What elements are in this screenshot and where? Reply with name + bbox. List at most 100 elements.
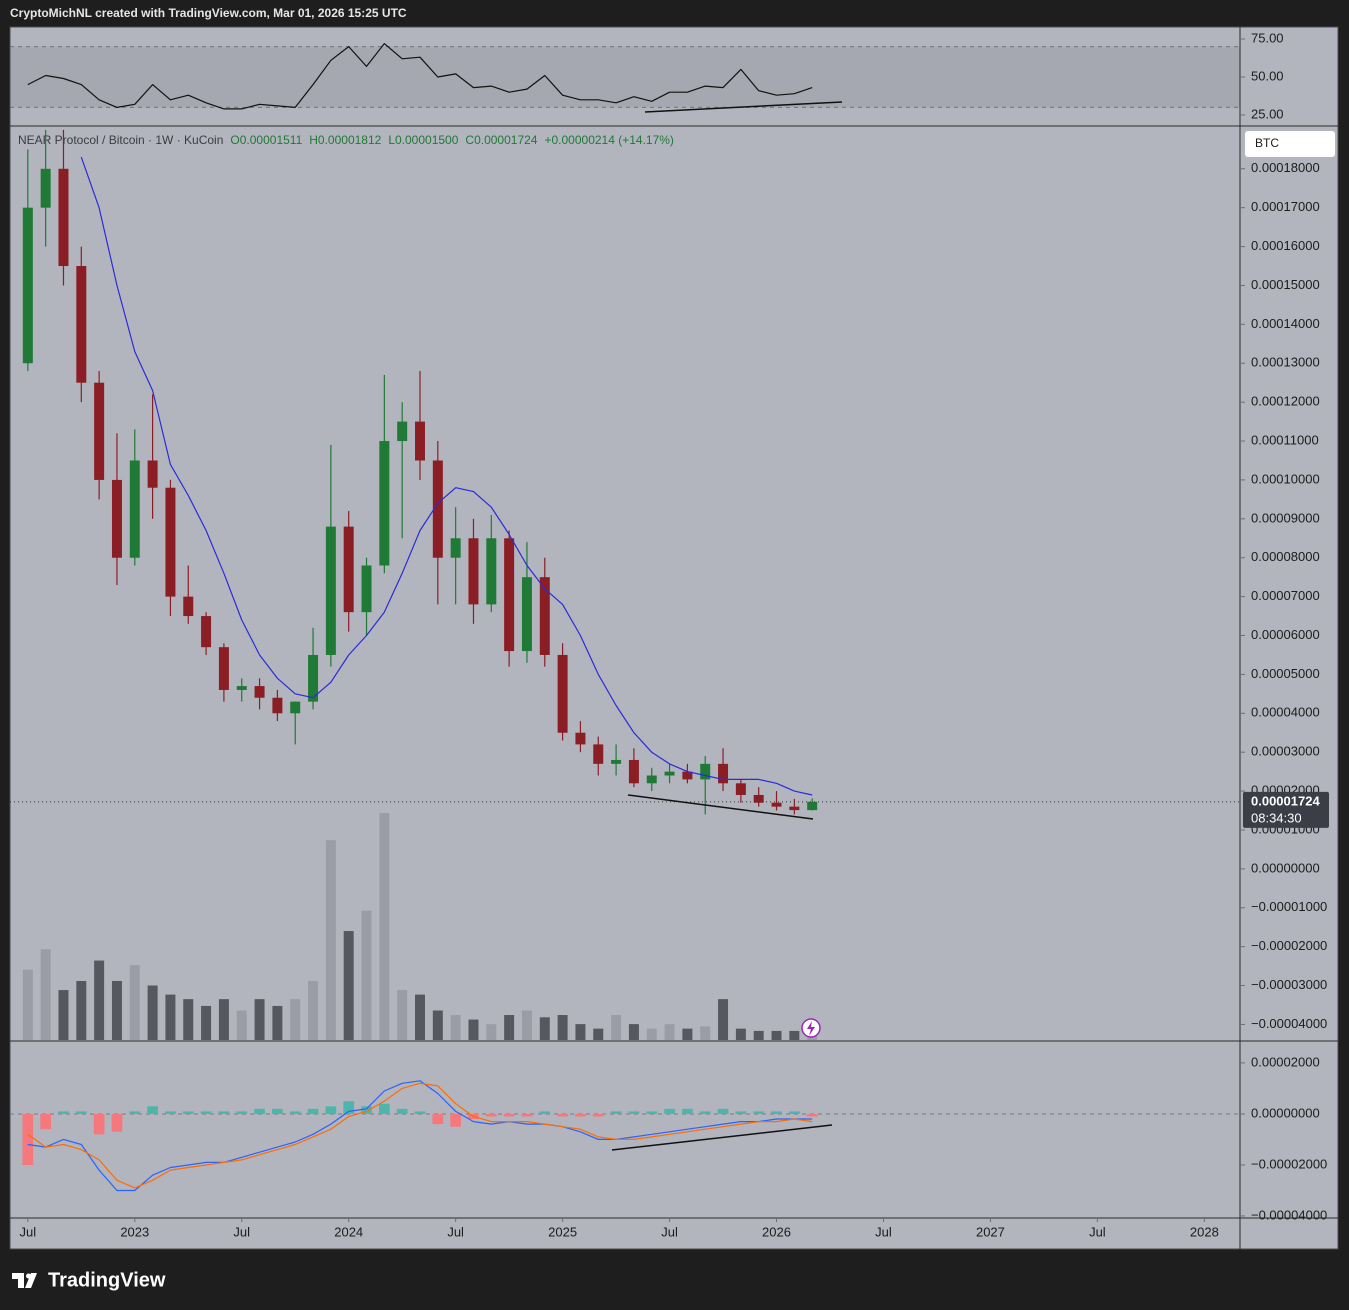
histogram-bar — [664, 1108, 675, 1114]
y-tick-label: 0.00008000 — [1251, 549, 1320, 564]
histogram-bar — [200, 1111, 212, 1114]
candle-body — [539, 577, 550, 655]
histogram-bar — [646, 1111, 658, 1114]
candle-body — [22, 207, 33, 364]
histogram-bar — [628, 1111, 640, 1114]
histogram-bar — [325, 1106, 337, 1114]
histogram-bar — [450, 1113, 461, 1127]
currency-label: BTC — [1255, 136, 1279, 150]
y-tick-label: 0.00011000 — [1251, 432, 1319, 447]
volume-bar — [361, 910, 372, 1040]
y-tick-label: 0.00007000 — [1251, 588, 1320, 603]
volume-bar — [450, 1015, 461, 1040]
volume-bar — [308, 980, 319, 1040]
histogram-bar — [379, 1103, 390, 1114]
volume-bar — [521, 1010, 532, 1040]
x-tick-label: 2028 — [1190, 1224, 1219, 1239]
histogram-bar — [557, 1113, 568, 1117]
y-tick-label: 0.00015000 — [1251, 277, 1320, 292]
y-tick-label: 25.00 — [1251, 106, 1284, 121]
candle-body — [236, 686, 247, 690]
macd-line — [27, 1080, 813, 1192]
volume-bar — [415, 994, 425, 1040]
x-tick-label: 2026 — [762, 1224, 791, 1239]
histogram-bar — [307, 1108, 319, 1114]
volume-bar — [111, 980, 122, 1040]
histogram-bar — [58, 1111, 69, 1114]
rsi-trendline — [644, 101, 843, 113]
legend-title: NEAR Protocol / Bitcoin · 1W · KuCoin — [18, 133, 223, 147]
volume-bar — [147, 985, 158, 1040]
y-tick-label: 0.00002000 — [1251, 1054, 1320, 1069]
histogram-bar — [503, 1113, 515, 1117]
histogram-bar — [682, 1108, 693, 1114]
histogram-bar — [343, 1101, 355, 1114]
y-tick-label: 0.00000000 — [1251, 860, 1320, 875]
candle-body — [718, 763, 729, 784]
histogram-bar — [432, 1113, 444, 1125]
histogram-bar — [165, 1111, 176, 1114]
brand-logo-dot — [26, 1273, 31, 1279]
histogram-bar — [771, 1111, 782, 1114]
candle-body — [771, 802, 782, 807]
volume-bar — [593, 1028, 604, 1040]
candle-body — [272, 697, 283, 714]
candle-body — [76, 266, 87, 383]
y-tick-label: 0.00009000 — [1251, 510, 1320, 525]
candle-body — [165, 487, 176, 597]
histogram-bar — [218, 1111, 230, 1114]
candle-body — [432, 460, 443, 558]
moving-average — [80, 156, 813, 796]
candle-body — [40, 168, 51, 208]
overlays: 0.00001724 08:34:30 BTC — [1243, 131, 1335, 828]
currency-box — [1245, 131, 1335, 157]
candle-body — [147, 460, 158, 488]
x-tick-label: 2027 — [976, 1224, 1005, 1239]
x-tick-label: 2023 — [120, 1224, 149, 1239]
histogram-bar — [789, 1111, 800, 1114]
histogram-bar — [699, 1111, 711, 1114]
volume-pane — [22, 813, 818, 1040]
y-tick-label: 0.00016000 — [1251, 238, 1320, 253]
last-price-label: 0.00001724 — [1251, 793, 1320, 808]
signal-line — [27, 1082, 813, 1189]
volume-bar — [183, 999, 194, 1040]
volume-bar — [76, 980, 87, 1040]
volume-bar — [165, 994, 176, 1040]
volume-bar — [94, 960, 105, 1040]
rsi-line — [27, 43, 813, 110]
volume-bar — [504, 1015, 515, 1040]
candle-body — [789, 806, 800, 811]
histogram-bar — [592, 1113, 604, 1117]
y-tick-label: 0.00010000 — [1251, 471, 1320, 486]
histogram-bar — [521, 1113, 533, 1117]
histogram-bar — [735, 1111, 747, 1114]
histogram-bar — [147, 1106, 158, 1114]
volume-bar — [254, 999, 265, 1040]
volume-bar — [735, 1028, 746, 1040]
candle-body — [486, 538, 497, 605]
legend: NEAR Protocol / Bitcoin · 1W · KuCoin O0.… — [18, 133, 674, 147]
candle-body — [468, 538, 479, 605]
volume-bar — [753, 1030, 764, 1040]
volume-bar — [700, 1026, 711, 1040]
y-tick-label: 0.00000000 — [1251, 1105, 1320, 1120]
macd-pane — [10, 1080, 1240, 1192]
x-tick-label: Jul — [875, 1224, 892, 1239]
event-icon-bolt — [807, 1021, 815, 1036]
candle-body — [593, 744, 604, 764]
brand: TradingView — [48, 1269, 166, 1291]
candle-body — [290, 701, 301, 714]
chart-frame — [9, 26, 1339, 1250]
price-pane — [10, 129, 1240, 815]
volume-bar — [129, 965, 140, 1040]
candle-body — [415, 421, 425, 461]
volume-bar — [486, 1024, 497, 1040]
y-tick-label: 0.00004000 — [1251, 705, 1320, 720]
x-tick-label: Jul — [20, 1224, 37, 1239]
volume-bar — [575, 1024, 586, 1040]
histogram-bar — [414, 1111, 426, 1114]
volume-bar — [664, 1024, 675, 1040]
legend-value: O0.00001511 — [230, 133, 302, 147]
